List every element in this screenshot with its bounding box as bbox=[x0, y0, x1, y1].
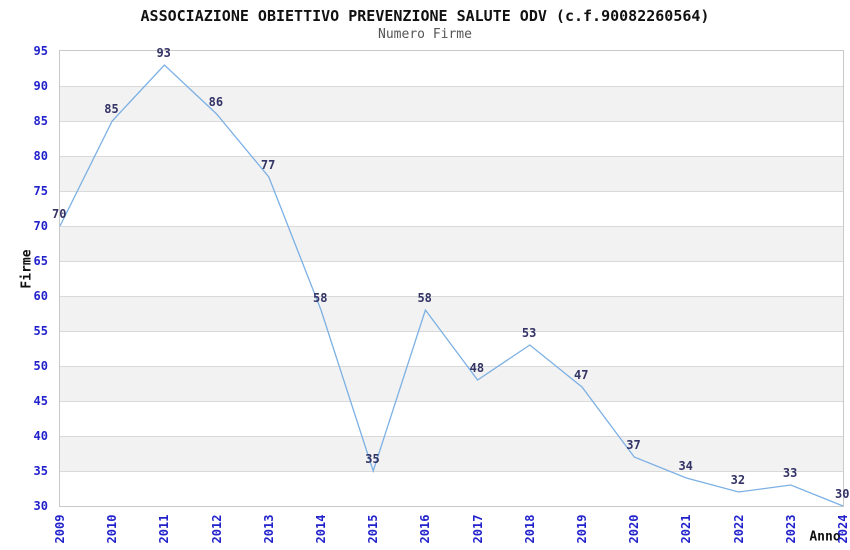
x-tick-label-2016: 2016 bbox=[418, 514, 433, 544]
x-tick-label-2020: 2020 bbox=[627, 514, 642, 544]
plot-band-shaded bbox=[60, 156, 843, 191]
y-tick-label-45: 45 bbox=[33, 394, 48, 408]
data-label-2023: 33 bbox=[782, 466, 798, 480]
y-tick-label-70: 70 bbox=[33, 219, 48, 233]
x-tick-label-2017: 2017 bbox=[470, 514, 485, 544]
plot-band-shaded bbox=[60, 436, 843, 471]
gridline-y-65 bbox=[60, 260, 843, 262]
data-label-2016: 58 bbox=[417, 291, 432, 305]
y-tick-label-65: 65 bbox=[33, 254, 48, 268]
plot-band-shaded bbox=[60, 366, 843, 401]
gridline-y-70 bbox=[60, 225, 843, 227]
x-tick-label-2015: 2015 bbox=[366, 514, 381, 544]
data-label-2018: 53 bbox=[521, 326, 537, 340]
y-tick-label-35: 35 bbox=[33, 464, 48, 478]
x-tick-label-2018: 2018 bbox=[522, 514, 537, 544]
gridline-y-90 bbox=[60, 85, 843, 87]
gridline-y-55 bbox=[60, 330, 843, 332]
gridline-y-75 bbox=[60, 190, 843, 192]
y-tick-label-75: 75 bbox=[33, 184, 48, 198]
data-label-2015: 35 bbox=[365, 452, 380, 466]
data-label-2020: 37 bbox=[626, 438, 641, 452]
gridline-y-60 bbox=[60, 295, 843, 297]
y-tick-label-30: 30 bbox=[33, 499, 48, 513]
data-label-2022: 32 bbox=[730, 473, 746, 487]
y-tick-label-85: 85 bbox=[33, 114, 48, 128]
x-tick-label-2014: 2014 bbox=[314, 514, 328, 544]
y-tick-label-90: 90 bbox=[33, 79, 48, 93]
series-line-svg bbox=[59, 64, 844, 507]
data-label-2010: 85 bbox=[104, 102, 119, 116]
plot-band-plain bbox=[60, 191, 843, 226]
y-tick-label-95: 95 bbox=[33, 44, 48, 58]
data-label-2021: 34 bbox=[678, 459, 693, 473]
x-tick-label-2011: 2011 bbox=[157, 514, 172, 544]
x-tick-label-2024: 2024 bbox=[836, 514, 850, 544]
gridline-y-35 bbox=[60, 470, 843, 472]
gridline-y-85 bbox=[60, 120, 843, 122]
x-tick-label-2021: 2021 bbox=[679, 514, 694, 544]
plot-band-plain bbox=[60, 471, 843, 506]
chart-subtitle: Numero Firme bbox=[378, 27, 472, 42]
plot-band-shaded bbox=[60, 86, 843, 121]
data-label-2012: 86 bbox=[208, 95, 224, 109]
y-tick-label-60: 60 bbox=[33, 289, 48, 303]
x-tick-label-2013: 2013 bbox=[261, 514, 276, 544]
gridline-y-45 bbox=[60, 400, 843, 402]
gridline-y-50 bbox=[60, 365, 843, 367]
x-tick-label-2012: 2012 bbox=[209, 514, 224, 544]
plot-band-shaded bbox=[60, 296, 843, 331]
plot-band-plain bbox=[60, 331, 843, 366]
data-label-2017: 48 bbox=[469, 361, 485, 375]
x-tick-label-2023: 2023 bbox=[783, 514, 798, 544]
x-tick-label-2022: 2022 bbox=[731, 514, 746, 544]
x-tick-label-2019: 2019 bbox=[575, 514, 589, 544]
plot-band-plain bbox=[60, 121, 843, 156]
y-tick-label-55: 55 bbox=[33, 324, 48, 338]
plot-band-plain bbox=[60, 261, 843, 296]
gridline-y-80 bbox=[60, 155, 843, 157]
plot-band-plain bbox=[60, 401, 843, 436]
data-label-2014: 58 bbox=[313, 291, 328, 305]
plot-area bbox=[59, 50, 844, 507]
x-tick-label-2009: 2009 bbox=[53, 514, 67, 544]
data-label-2011: 93 bbox=[156, 46, 171, 60]
y-tick-label-80: 80 bbox=[33, 149, 48, 163]
data-label-2024: 30 bbox=[835, 487, 850, 501]
data-label-2013: 77 bbox=[260, 158, 276, 172]
data-label-2019: 47 bbox=[574, 368, 589, 382]
chart-title: ASSOCIAZIONE OBIETTIVO PREVENZIONE SALUT… bbox=[140, 7, 710, 25]
data-label-2009: 70 bbox=[52, 207, 67, 221]
y-tick-label-50: 50 bbox=[33, 359, 48, 373]
gridline-y-40 bbox=[60, 435, 843, 437]
x-tick-label-2010: 2010 bbox=[105, 514, 120, 544]
plot-band-shaded bbox=[60, 226, 843, 261]
y-tick-label-40: 40 bbox=[33, 429, 48, 443]
x-axis-title: Anno bbox=[809, 529, 841, 545]
series-line bbox=[59, 64, 844, 507]
plot-band-plain bbox=[60, 51, 843, 86]
